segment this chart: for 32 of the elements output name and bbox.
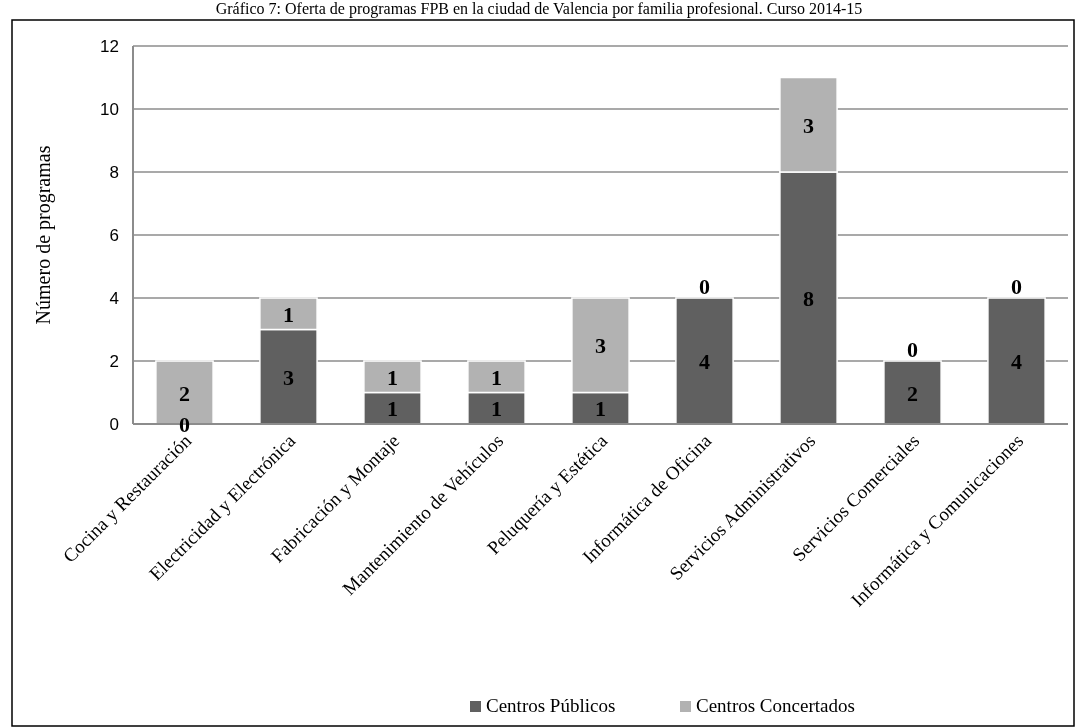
data-label: 2 bbox=[178, 380, 190, 406]
y-tick-label: 0 bbox=[109, 415, 119, 434]
data-label: 1 bbox=[386, 364, 398, 390]
y-axis-title: Número de programas bbox=[32, 145, 55, 325]
bar bbox=[883, 360, 942, 425]
y-tick-label: 10 bbox=[100, 100, 119, 119]
y-tick-label: 6 bbox=[109, 226, 119, 245]
legend-label: Centros Concertados bbox=[696, 695, 855, 716]
data-label: 0 bbox=[178, 412, 190, 437]
data-label: 1 bbox=[491, 396, 502, 422]
bar bbox=[987, 297, 1046, 425]
data-label: 2 bbox=[907, 380, 919, 406]
data-label: 3 bbox=[282, 364, 294, 390]
data-label: 4 bbox=[1011, 349, 1023, 374]
data-label: 1 bbox=[595, 396, 606, 422]
y-tick-label: 12 bbox=[100, 37, 119, 56]
y-tick-label: 8 bbox=[109, 163, 119, 182]
data-label: 8 bbox=[803, 286, 815, 311]
chart-title: Gráfico 7: Oferta de programas FPB en la ciudad de Valencia por familia profesional. Curso 2014-15 bbox=[215, 0, 863, 18]
y-tick-label: 2 bbox=[109, 352, 119, 371]
data-label: 0 bbox=[907, 337, 919, 362]
data-label: 3 bbox=[595, 333, 606, 359]
data-label: 3 bbox=[803, 112, 815, 138]
y-tick-label: 4 bbox=[109, 289, 119, 308]
data-label: 1 bbox=[491, 364, 502, 390]
data-label: 1 bbox=[386, 396, 398, 422]
data-label: 4 bbox=[699, 349, 710, 374]
bar bbox=[675, 297, 734, 425]
data-label: 0 bbox=[699, 274, 710, 299]
legend-label: Centros Públicos bbox=[486, 695, 616, 716]
data-label: 1 bbox=[282, 301, 294, 327]
data-label: 0 bbox=[1011, 274, 1023, 299]
